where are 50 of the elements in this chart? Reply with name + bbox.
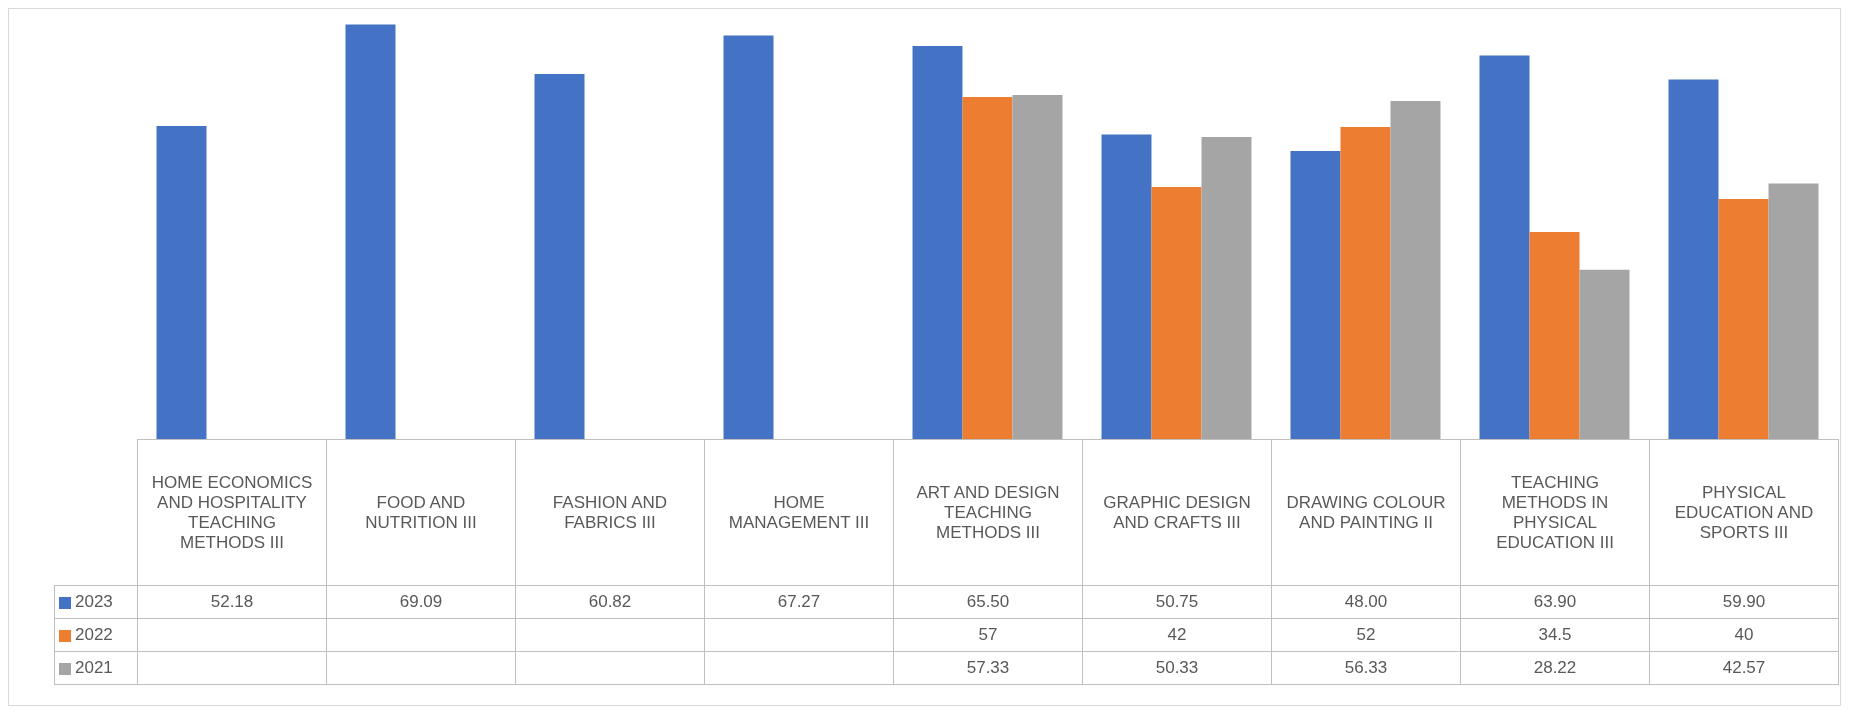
bar xyxy=(345,24,396,439)
bar xyxy=(1479,55,1530,439)
bar xyxy=(1718,199,1769,439)
bar xyxy=(1151,187,1202,439)
data-label: 65.50 xyxy=(893,585,1083,619)
data-label: 50.33 xyxy=(1082,651,1272,685)
bar xyxy=(156,125,207,439)
bar xyxy=(1201,137,1252,439)
data-label: 60.82 xyxy=(515,585,705,619)
bar xyxy=(1579,269,1630,439)
x-tick-label: FASHION AND FABRICS III xyxy=(515,439,705,586)
bar xyxy=(1529,232,1580,439)
data-label: 57 xyxy=(893,618,1083,652)
bar xyxy=(1290,151,1341,439)
x-tick-label: HOME MANAGEMENT III xyxy=(704,439,894,586)
x-tick-label: FOOD AND NUTRITION III xyxy=(326,439,516,586)
legend-label: 2021 xyxy=(54,651,138,685)
legend-label: 2022 xyxy=(54,618,138,652)
x-tick-label: HOME ECONOMICS AND HOSPITALITY TEACHING METHODS III xyxy=(137,439,327,586)
data-label: 59.90 xyxy=(1649,585,1839,619)
data-label: 57.33 xyxy=(893,651,1083,685)
data-label: 56.33 xyxy=(1271,651,1461,685)
bar xyxy=(723,35,774,439)
bar xyxy=(912,46,963,439)
x-tick-label: TEACHING METHODS IN PHYSICAL EDUCATION III xyxy=(1460,439,1650,586)
data-label: 69.09 xyxy=(326,585,516,619)
data-label: 28.22 xyxy=(1460,651,1650,685)
bar xyxy=(962,97,1013,439)
legend-label: 2023 xyxy=(54,585,138,619)
bar xyxy=(1340,127,1391,439)
data-label: 50.75 xyxy=(1082,585,1272,619)
x-tick-label: ART AND DESIGN TEACHING METHODS III xyxy=(893,439,1083,586)
data-label: 48.00 xyxy=(1271,585,1461,619)
x-tick-label: GRAPHIC DESIGN AND CRAFTS III xyxy=(1082,439,1272,586)
data-label: 63.90 xyxy=(1460,585,1650,619)
data-label: 40 xyxy=(1649,618,1839,652)
x-tick-label: PHYSICAL EDUCATION AND SPORTS III xyxy=(1649,439,1839,586)
bar xyxy=(1668,79,1719,439)
x-tick-label: DRAWING COLOUR AND PAINTING II xyxy=(1271,439,1461,586)
data-label: 67.27 xyxy=(704,585,894,619)
data-label: 42 xyxy=(1082,618,1272,652)
data-label: 52 xyxy=(1271,618,1461,652)
data-label: 52.18 xyxy=(137,585,327,619)
bar xyxy=(534,74,585,439)
bar xyxy=(1390,101,1441,439)
data-label: 42.57 xyxy=(1649,651,1839,685)
bar xyxy=(1768,183,1819,439)
data-label: 34.5 xyxy=(1460,618,1650,652)
bar xyxy=(1101,134,1152,439)
bar xyxy=(1012,95,1063,439)
